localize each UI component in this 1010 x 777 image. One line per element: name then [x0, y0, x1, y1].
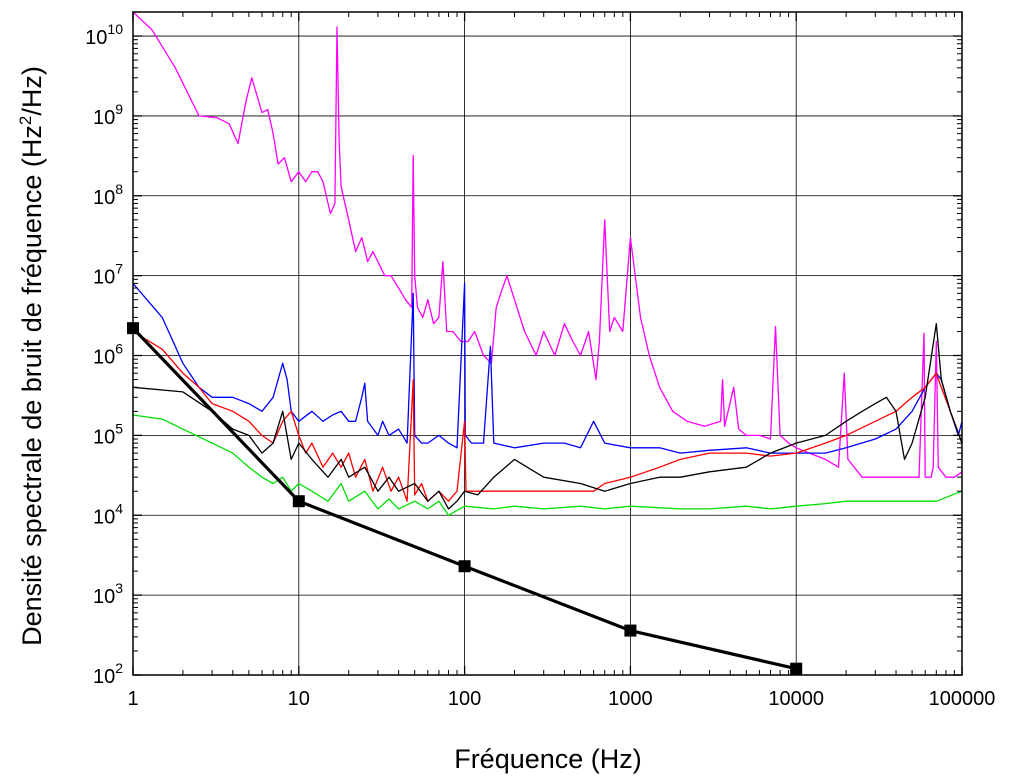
x-tick-label: 100000 — [929, 688, 996, 710]
y-tick-label: 1010 — [85, 21, 123, 49]
series-line-3 — [132, 330, 963, 502]
x-tick-label: 100 — [448, 688, 481, 710]
y-axis-title: Densité spectrale de bruit de fréquence … — [16, 66, 47, 646]
series-line-4 — [132, 323, 963, 510]
x-tick-label: 1 — [127, 688, 138, 710]
reference-marker — [624, 624, 637, 637]
x-tick-labels: 1 10 100 1000 10000 100000 — [127, 688, 995, 710]
axis-ticks — [132, 11, 963, 676]
y-tick-label: 106 — [93, 341, 123, 369]
series-line-1 — [132, 11, 963, 478]
y-tick-label: 105 — [93, 420, 123, 448]
grid-lines — [132, 12, 963, 676]
y-axis-title-sup: 2 — [16, 116, 35, 125]
reference-marker — [292, 495, 305, 508]
y-tick-labels: 102 103 104 105 106 107 108 109 1010 — [85, 21, 123, 688]
y-axis-title-main: Densité spectrale de bruit de fréquence … — [17, 125, 47, 646]
x-tick-label: 10000 — [768, 688, 824, 710]
x-tick-label: 10 — [288, 688, 310, 710]
y-tick-label: 108 — [93, 181, 123, 209]
series-line-2 — [132, 282, 963, 454]
y-tick-label: 109 — [93, 101, 123, 129]
y-tick-label: 104 — [93, 500, 123, 528]
y-axis-title-tail: /Hz) — [17, 66, 47, 116]
y-tick-label: 107 — [93, 261, 123, 289]
series-line-5 — [132, 414, 963, 516]
reference-marker — [458, 560, 471, 573]
y-tick-label: 103 — [93, 580, 123, 608]
x-axis-title: Fréquence (Hz) — [454, 744, 642, 774]
series-layer — [132, 11, 963, 516]
plot-frame — [132, 11, 963, 676]
x-tick-label: 1000 — [608, 688, 653, 710]
y-tick-label: 102 — [93, 660, 123, 688]
